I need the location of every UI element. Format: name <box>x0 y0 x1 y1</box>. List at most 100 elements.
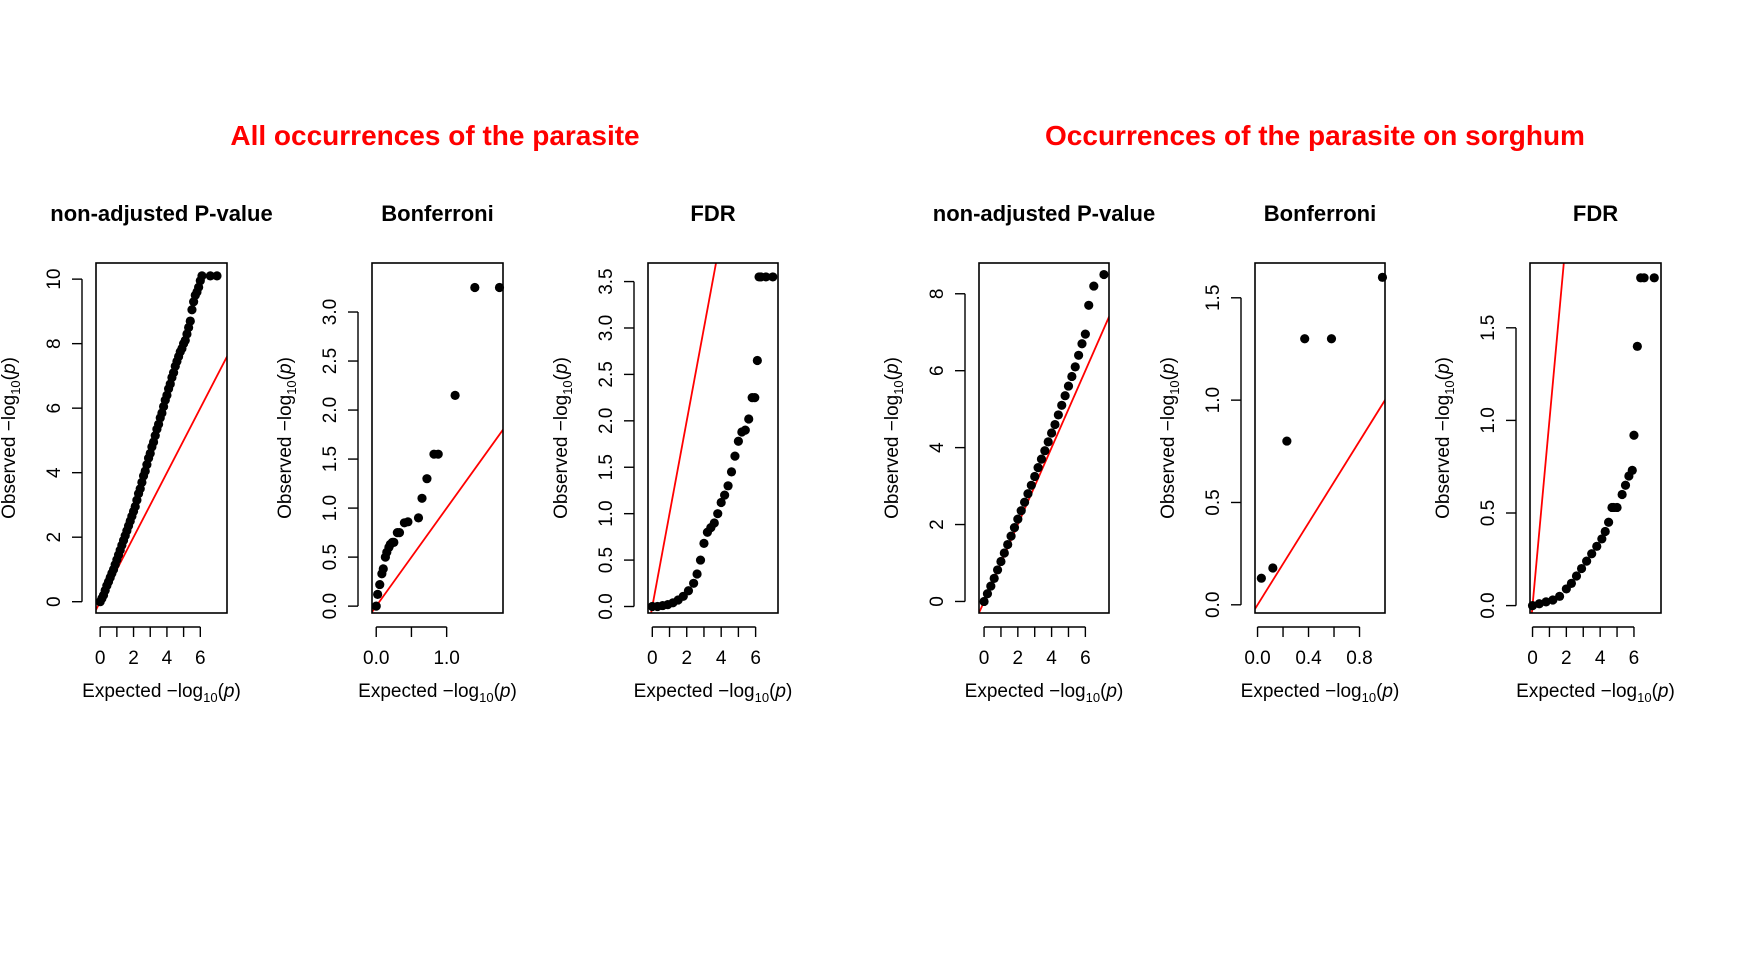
qq-panel-3: FDR 0 2 4 6 0.0 0.5 1.0 1.5 2.0 2.5 3.0 3.5 Expected … <box>551 201 793 705</box>
panel-title: non-adjusted P-value <box>933 201 1155 226</box>
data-point <box>1046 428 1057 438</box>
data-point <box>1026 480 1036 490</box>
x-axis-label: Expected −log10(p) <box>965 681 1124 705</box>
reference-line <box>96 354 227 611</box>
data-point <box>373 589 383 599</box>
data-point <box>768 272 778 282</box>
plot-frame <box>95 262 228 614</box>
data-point <box>1627 465 1637 476</box>
data-point <box>1019 497 1030 507</box>
data-point <box>1576 563 1587 574</box>
reference-line <box>979 314 1109 613</box>
y-axis-label: Observed −log10(p) <box>882 357 906 519</box>
data-point <box>371 601 381 611</box>
data-point <box>1282 436 1292 446</box>
data-point <box>695 555 706 565</box>
x-tick-label: 2 <box>681 648 692 669</box>
data-point <box>1077 339 1087 349</box>
data-point <box>1548 595 1558 605</box>
y-tick-label: 1.5 <box>1478 315 1499 341</box>
data-point <box>1067 371 1077 382</box>
data-point <box>699 538 709 548</box>
data-point <box>709 518 719 528</box>
x-tick-label: 1.0 <box>433 648 459 669</box>
panel-title: Bonferroni <box>381 201 493 226</box>
data-point <box>730 451 740 461</box>
data-point <box>1629 430 1639 440</box>
x-axis-label: Expected −log10(p) <box>1241 681 1400 705</box>
reference-line <box>650 263 717 613</box>
y-tick-label: 3.0 <box>320 299 341 325</box>
plot-frame <box>371 262 504 614</box>
y-tick-label: 1.0 <box>1203 387 1224 413</box>
qq-panel-1: non-adjusted P-value 0 2 4 6 0 2 4 6 8 10 Expected … <box>0 201 273 705</box>
y-axis-label: Observed −log10(p) <box>0 357 23 519</box>
y-tick-label: 0.5 <box>320 544 341 570</box>
data-point <box>1554 591 1565 601</box>
data-point <box>185 316 195 326</box>
data-point <box>750 393 760 403</box>
data-point <box>1036 454 1047 464</box>
data-point <box>1600 526 1610 537</box>
data-point <box>1043 437 1053 447</box>
data-point <box>683 586 694 596</box>
qq-panel-4: non-adjusted P-value 0 2 4 6 0 2 4 6 8 Expected −l… <box>882 201 1155 705</box>
data-point <box>1070 362 1080 372</box>
data-point <box>713 509 723 519</box>
y-axis-label: Observed −log10(p) <box>1433 357 1457 519</box>
data-point <box>494 282 505 293</box>
data-point <box>982 589 993 599</box>
x-tick-label: 0 <box>979 648 990 669</box>
data-point <box>1060 391 1070 401</box>
qq-panel-5: Bonferroni 0.0 0.4 0.8 0.0 0.5 1.0 1.5 Expected … <box>1158 201 1400 705</box>
data-point <box>433 449 443 459</box>
x-axis-label: Expected −log10(p) <box>634 681 793 705</box>
y-tick-label: 10 <box>44 269 65 290</box>
x-tick-label: 2 <box>1013 648 1024 669</box>
data-point <box>752 355 762 366</box>
x-tick-label: 6 <box>1629 648 1640 669</box>
x-axis-label: Expected −log10(p) <box>82 681 241 705</box>
y-tick-label: 3.0 <box>596 315 617 341</box>
data-point <box>716 497 726 508</box>
y-tick-label: 1.0 <box>596 500 617 526</box>
data-point <box>378 564 388 574</box>
plot-frame <box>1529 262 1662 614</box>
data-point <box>761 272 771 282</box>
y-tick-label: 0.5 <box>1478 500 1499 526</box>
data-point <box>1612 502 1622 513</box>
data-point <box>1089 281 1099 291</box>
y-tick-label: 1.5 <box>596 454 617 480</box>
data-point <box>689 578 699 588</box>
y-axis-label: Observed −log10(p) <box>1158 357 1182 519</box>
data-point <box>1063 381 1074 391</box>
x-tick-label: 4 <box>162 648 173 669</box>
reference-line <box>1255 398 1385 610</box>
data-point <box>996 556 1006 567</box>
x-tick-label: 6 <box>195 648 206 669</box>
data-point <box>1566 578 1577 588</box>
data-point <box>1053 410 1063 420</box>
data-point <box>1050 419 1060 430</box>
y-tick-label: 8 <box>44 338 65 349</box>
data-point <box>1023 489 1033 499</box>
y-tick-label: 4 <box>927 442 948 453</box>
data-point <box>733 436 743 446</box>
y-tick-label: 0 <box>44 596 65 607</box>
y-tick-label: 0.0 <box>596 593 617 619</box>
data-point <box>197 271 207 281</box>
data-point <box>450 390 460 400</box>
group-title-sorghum-occurrences: Occurrences of the parasite on sorghum <box>1045 120 1585 151</box>
y-tick-label: 1.5 <box>1203 285 1224 311</box>
data-point <box>1003 539 1013 550</box>
y-tick-label: 1.0 <box>1478 407 1499 433</box>
y-tick-label: 1.0 <box>320 495 341 521</box>
data-point <box>187 305 197 315</box>
y-axis-label: Observed −log10(p) <box>551 357 575 519</box>
data-point <box>999 548 1009 558</box>
y-tick-label: 0.5 <box>596 547 617 573</box>
data-point <box>389 537 399 548</box>
data-point <box>1256 573 1266 583</box>
x-tick-label: 0.8 <box>1346 648 1372 669</box>
y-tick-label: 6 <box>927 365 948 376</box>
